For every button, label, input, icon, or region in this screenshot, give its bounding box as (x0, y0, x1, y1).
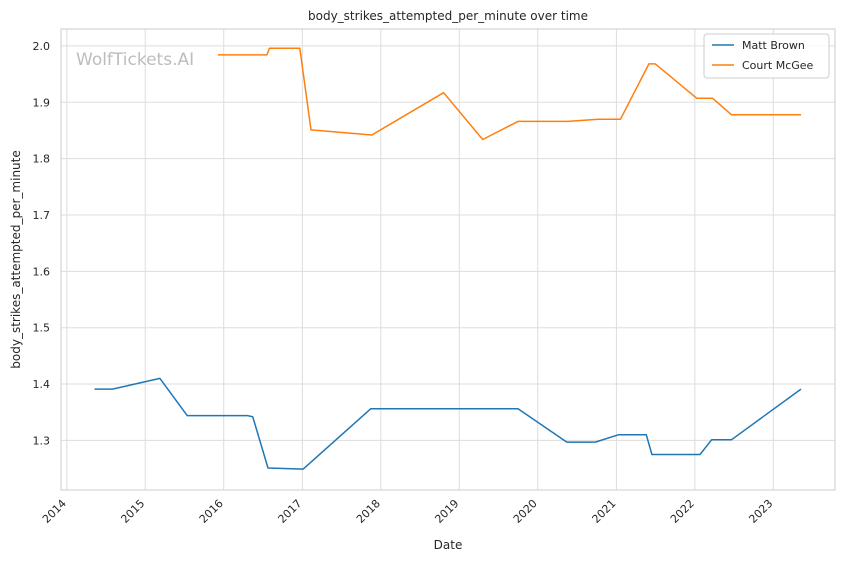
legend-label-1: Matt Brown (742, 39, 805, 52)
x-tick-label: 2015 (118, 497, 147, 526)
series-lines (94, 47, 802, 470)
legend: Matt Brown Court McGee (703, 33, 830, 79)
y-tick-label: 1.4 (33, 378, 51, 391)
y-axis-label: body_strikes_attempted_per_minute (9, 150, 23, 368)
x-tick-label: 2023 (746, 497, 775, 526)
x-tick-label: 2016 (197, 497, 226, 526)
y-tick-label: 2.0 (33, 40, 51, 53)
series-line-2 (217, 47, 801, 141)
legend-box (703, 33, 830, 79)
x-tick-label: 2022 (668, 497, 697, 526)
x-tick-labels: 2014 2015 2016 2017 2018 2019 2020 2021 2022 2023 (40, 497, 776, 526)
y-tick-labels: 1.3 1.4 1.5 1.6 1.7 1.8 1.9 2.0 (33, 40, 51, 447)
plot-frame (60, 28, 836, 491)
y-tick-label: 1.9 (33, 96, 51, 109)
y-tick-label: 1.5 (33, 322, 51, 335)
x-tick-label: 2014 (40, 497, 69, 526)
legend-label-2: Court McGee (742, 59, 814, 72)
x-tick-label: 2018 (354, 497, 383, 526)
y-tick-label: 1.3 (33, 434, 51, 447)
x-tick-label: 2019 (432, 497, 461, 526)
chart-title: body_strikes_attempted_per_minute over t… (308, 9, 588, 23)
y-tick-label: 1.6 (33, 265, 51, 278)
y-tick-label: 1.7 (33, 209, 51, 222)
x-tick-label: 2020 (511, 497, 540, 526)
watermark: WolfTickets.AI (76, 50, 194, 70)
x-tick-label: 2017 (276, 497, 305, 526)
y-tick-label: 1.8 (33, 153, 51, 166)
grid (61, 29, 835, 490)
series-line-1 (94, 377, 802, 470)
x-axis-label: Date (434, 538, 463, 552)
x-tick-label: 2021 (590, 497, 619, 526)
